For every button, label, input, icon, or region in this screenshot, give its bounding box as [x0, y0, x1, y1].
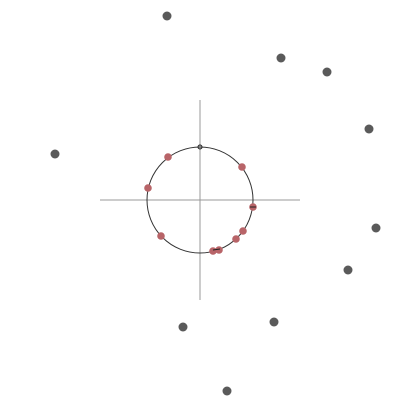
reference-marker	[197, 144, 203, 150]
outer-dot	[371, 223, 381, 233]
circle-dot	[209, 247, 217, 255]
outer-dot	[50, 149, 60, 159]
circle-dot	[232, 235, 240, 243]
outer-dot	[222, 386, 232, 396]
outer-dot	[276, 53, 286, 63]
unit-circle	[146, 146, 254, 254]
outer-dot	[162, 11, 172, 21]
circle-dot	[238, 163, 246, 171]
circle-dot	[144, 184, 152, 192]
circle-dot	[164, 153, 172, 161]
outer-dot	[269, 317, 279, 327]
outer-dot	[364, 124, 374, 134]
outer-dot	[178, 322, 188, 332]
circle-dot	[157, 232, 165, 240]
tick-marker	[212, 248, 221, 251]
outer-dots	[50, 11, 381, 396]
circle-dot	[215, 246, 223, 254]
outer-dot	[343, 265, 353, 275]
outer-dot	[322, 67, 332, 77]
circle-dot	[239, 227, 247, 235]
